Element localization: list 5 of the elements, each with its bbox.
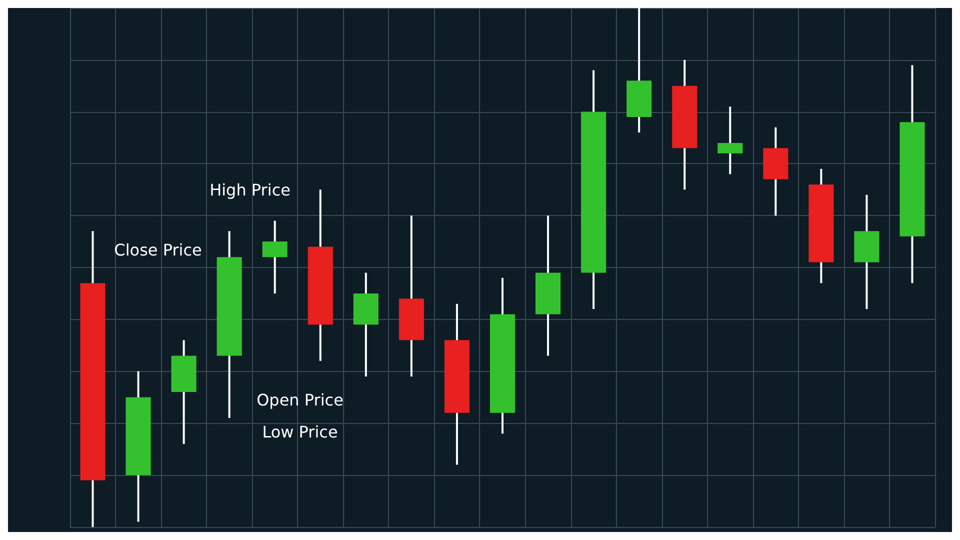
annotation: Close Price xyxy=(114,240,202,260)
annotation: Open Price xyxy=(256,390,344,410)
annotation: High Price xyxy=(210,180,290,200)
candlestick xyxy=(718,106,743,176)
annotation: Low Price xyxy=(262,422,338,442)
